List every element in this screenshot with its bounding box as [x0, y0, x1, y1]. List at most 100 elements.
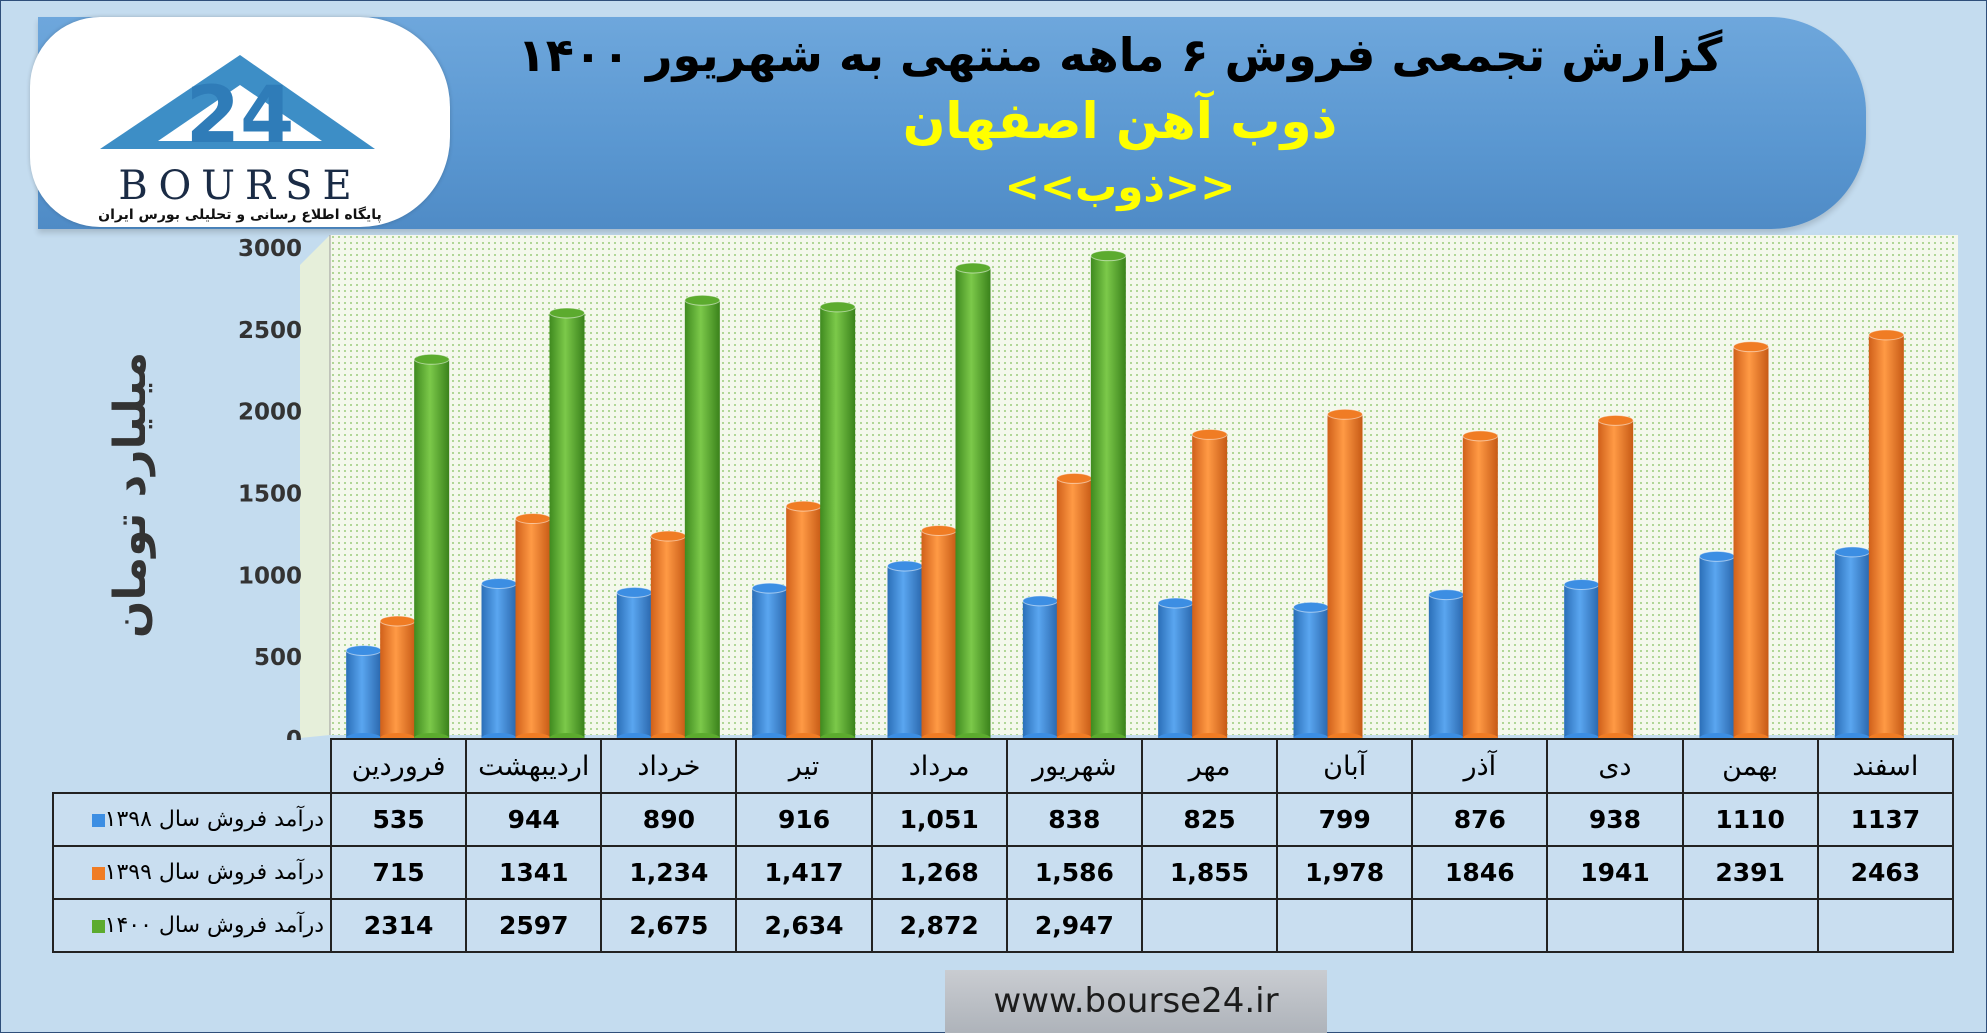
data-cell: 890 [600, 792, 738, 847]
data-cell: 799 [1276, 792, 1414, 847]
website-url[interactable]: www.bourse24.ir [945, 970, 1327, 1033]
legend-swatch [91, 919, 105, 933]
data-cell: 825 [1140, 792, 1279, 847]
logo-number: 24 [186, 71, 295, 161]
data-cell: 838 [1005, 792, 1143, 847]
month-label: بهمن [1681, 738, 1819, 794]
data-cell: 2391 [1681, 845, 1819, 900]
report-title: گزارش تجمعی فروش ۶ ماهه منتهی به شهریور … [517, 28, 1723, 82]
bar-chart: 0 500 1000 1500 2000 2500 3000 میلیارد تومان [105, 235, 1958, 740]
month-label: خرداد [600, 738, 738, 794]
data-cell: 1,855 [1140, 845, 1279, 900]
month-header-row: فروردین اردیبهشت خرداد تیر مرداد شهریور مهر آبا… [53, 738, 1955, 794]
data-cell: 1110 [1681, 792, 1819, 847]
data-cell: 1,268 [870, 845, 1008, 900]
legend-swatch [91, 866, 105, 880]
data-cell [1816, 898, 1955, 953]
bar [1563, 578, 1600, 740]
data-cell: 1,234 [600, 845, 738, 900]
bar [1733, 341, 1769, 740]
y-axis-label: میلیارد تومان [105, 352, 156, 638]
bar [1090, 250, 1127, 740]
data-cell: 1,051 [870, 792, 1008, 847]
month-label: آذر [1411, 738, 1549, 794]
bar [345, 644, 382, 740]
bar [1056, 472, 1093, 740]
bar [413, 353, 450, 740]
data-cell: 1941 [1546, 845, 1684, 900]
logo: 24 BOURSE پایگاه اطلاع رسانی و تحلیلی بو… [30, 17, 450, 227]
data-cell [1140, 898, 1279, 953]
bar [1462, 430, 1499, 740]
series-label: درآمد فروش سال ۱۳۹۹ [52, 845, 332, 900]
bar [751, 582, 788, 740]
bar [887, 560, 923, 740]
data-cell: 715 [329, 845, 468, 900]
company-name: ذوب آهن اصفهان [902, 92, 1338, 150]
y-tick-label: 1500 [238, 482, 302, 508]
data-cell [1411, 898, 1549, 953]
data-cell: 1846 [1411, 845, 1549, 900]
bar [684, 294, 721, 740]
series-label: درآمد فروش سال ۱۴۰۰ [52, 898, 332, 953]
plot-side-wall [300, 235, 330, 738]
data-cell: 535 [329, 792, 468, 847]
data-cell [1546, 898, 1684, 953]
data-cell: 1,586 [1005, 845, 1143, 900]
data-cell: 916 [735, 792, 873, 847]
table-row: درآمد فروش سال ۱۳۹۹ 715 1341 1,234 1,417 1,26… [52, 845, 1955, 900]
series-label: درآمد فروش سال ۱۳۹۸ [52, 792, 332, 847]
data-cell: 1,417 [735, 845, 873, 900]
data-cell: 2314 [329, 898, 468, 953]
month-label: فروردین [329, 738, 468, 794]
bar [819, 301, 856, 740]
bar [921, 524, 957, 740]
y-tick-label: 0 [286, 727, 302, 740]
bar [650, 530, 687, 740]
ticker-name: <<ذوب>> [1004, 162, 1236, 211]
bar [1597, 414, 1634, 740]
data-cell: 2463 [1816, 845, 1955, 900]
y-tick-label: 500 [254, 645, 302, 671]
bar [616, 586, 653, 740]
legend-entry: درآمد فروش سال ۱۴۰۰ [104, 913, 324, 938]
bar [1834, 546, 1871, 740]
bar [1699, 550, 1735, 740]
bar [515, 513, 551, 740]
legend-swatch [91, 813, 105, 827]
logo-brand-text: BOURSE [118, 163, 361, 209]
data-cell: 2597 [465, 898, 603, 953]
bar [955, 262, 991, 740]
bar [1868, 329, 1905, 740]
y-tick-label: 2000 [238, 400, 302, 426]
data-cell: 1137 [1816, 792, 1955, 847]
legend-entry: درآمد فروش سال ۱۳۹۸ [104, 807, 324, 832]
y-tick-label: 3000 [238, 236, 302, 262]
bar [1428, 589, 1465, 740]
month-label: اردیبهشت [465, 738, 603, 794]
month-label: دی [1546, 738, 1684, 794]
logo-tagline: پایگاه اطلاع رسانی و تحلیلی بورس ایران [98, 206, 382, 223]
data-cell: 2,675 [600, 898, 738, 953]
plot-area [330, 235, 1958, 735]
legend-entry: درآمد فروش سال ۱۳۹۹ [104, 860, 324, 885]
bar [379, 615, 416, 740]
y-tick-label: 2500 [238, 318, 302, 344]
bar [1293, 601, 1329, 740]
month-label: مرداد [870, 738, 1008, 794]
month-label: مهر [1140, 738, 1279, 794]
bar [549, 307, 585, 740]
data-cell: 2,947 [1005, 898, 1143, 953]
data-cell: 944 [465, 792, 603, 847]
bar [1191, 428, 1228, 740]
bar [785, 500, 822, 740]
data-cell: 2,872 [870, 898, 1008, 953]
bourse24-logo-icon: 24 BOURSE پایگاه اطلاع رسانی و تحلیلی بو… [98, 55, 382, 223]
data-cell: 938 [1546, 792, 1684, 847]
data-table: فروردین اردیبهشت خرداد تیر مرداد شهریور مهر آبا… [52, 738, 1955, 953]
month-label: تیر [735, 738, 873, 794]
data-cell [1276, 898, 1414, 953]
data-cell: 2,634 [735, 898, 873, 953]
bar [1022, 595, 1059, 740]
data-cell: 1,978 [1276, 845, 1414, 900]
